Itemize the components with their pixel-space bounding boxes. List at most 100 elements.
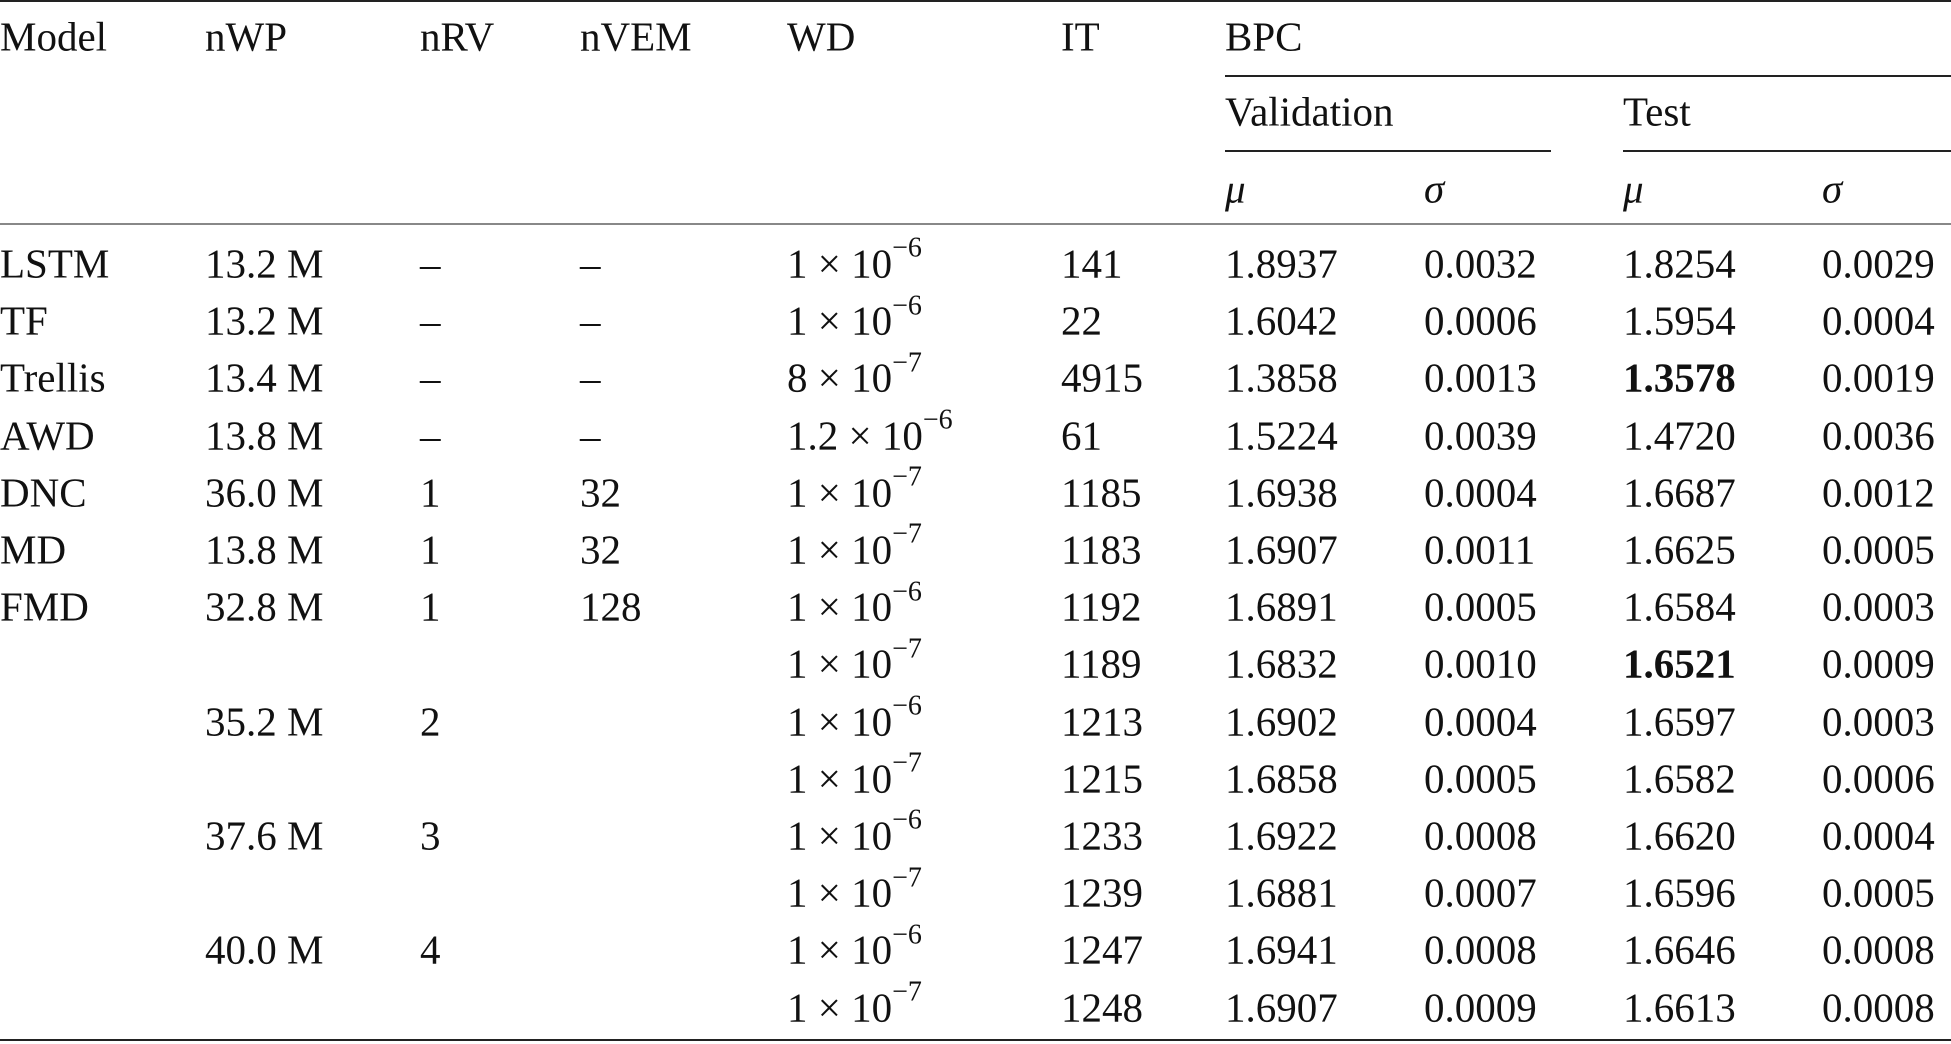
cell-it: 1189 xyxy=(1061,640,1142,687)
wd-mantissa: 1 × 10 xyxy=(787,812,893,859)
cell-val-mu: 1.6881 xyxy=(1225,869,1338,916)
cell-it: 1233 xyxy=(1061,812,1143,859)
cell-wd: 1 × 10−6 xyxy=(787,921,922,971)
header-wd: WD xyxy=(787,13,856,60)
cell-test-mu: 1.6620 xyxy=(1623,812,1736,859)
cell-wd: 1 × 10−7 xyxy=(787,463,922,516)
cell-wd: 1 × 10−7 xyxy=(787,520,922,573)
cell-nvem: 32 xyxy=(580,526,621,573)
top-rule xyxy=(0,0,1951,2)
cell-it: 1192 xyxy=(1061,583,1142,630)
cell-wd: 1 × 10−7 xyxy=(787,635,922,687)
wd-exponent: −6 xyxy=(892,290,922,322)
cell-val-sigma: 0.0008 xyxy=(1424,926,1537,973)
wd-exponent: −7 xyxy=(892,518,922,550)
cell-test-sigma: 0.0005 xyxy=(1822,869,1935,916)
wd-mantissa: 1 × 10 xyxy=(787,869,893,916)
cell-test-sigma: 0.0006 xyxy=(1822,755,1935,802)
cell-val-sigma: 0.0007 xyxy=(1424,869,1537,916)
header-nvem: nVEM xyxy=(580,13,692,60)
cell-val-mu: 1.6922 xyxy=(1225,812,1338,859)
cell-nwp: 13.2 M xyxy=(205,240,324,287)
cell-val-mu: 1.6907 xyxy=(1225,526,1338,573)
cell-nrv: – xyxy=(420,297,441,344)
cell-model: LSTM xyxy=(0,240,110,287)
wd-mantissa: 1 × 10 xyxy=(787,240,893,287)
cell-val-mu: 1.6832 xyxy=(1225,640,1338,687)
wd-exponent: −6 xyxy=(892,804,922,836)
cell-test-mu: 1.5954 xyxy=(1623,297,1736,344)
cell-test-sigma: 0.0009 xyxy=(1822,640,1935,687)
cell-val-sigma: 0.0010 xyxy=(1424,640,1537,687)
wd-mantissa: 8 × 10 xyxy=(787,354,893,401)
cell-it: 22 xyxy=(1061,297,1102,344)
wd-exponent: −7 xyxy=(892,747,922,779)
cell-test-mu: 1.6687 xyxy=(1623,469,1736,516)
wd-mantissa: 1 × 10 xyxy=(787,469,893,516)
cell-nrv: 2 xyxy=(420,698,441,745)
cell-test-sigma: 0.0004 xyxy=(1822,812,1935,859)
cell-val-sigma: 0.0039 xyxy=(1424,412,1537,459)
cell-test-mu: 1.6584 xyxy=(1623,583,1736,630)
wd-mantissa: 1 × 10 xyxy=(787,984,893,1031)
cell-it: 1185 xyxy=(1061,469,1142,516)
cell-test-mu: 1.6582 xyxy=(1623,755,1736,802)
cell-wd: 8 × 10−7 xyxy=(787,349,922,401)
header-nrv: nRV xyxy=(420,13,495,60)
cell-nwp: 13.8 M xyxy=(205,526,324,573)
cell-val-mu: 1.6902 xyxy=(1225,698,1338,745)
cell-it: 1248 xyxy=(1061,984,1143,1031)
wd-exponent: −7 xyxy=(892,976,922,1008)
cell-wd: 1 × 10−7 xyxy=(787,749,922,799)
header-nwp: nWP xyxy=(205,13,287,60)
cell-test-sigma: 0.0008 xyxy=(1822,984,1935,1031)
cell-val-mu: 1.6858 xyxy=(1225,755,1338,802)
wd-mantissa: 1.2 × 10 xyxy=(787,412,923,459)
cell-val-mu: 1.8937 xyxy=(1225,240,1338,287)
wd-mantissa: 1 × 10 xyxy=(787,526,893,573)
cell-nvem: – xyxy=(580,354,601,401)
cell-nwp: 13.8 M xyxy=(205,412,324,459)
cell-val-sigma: 0.0006 xyxy=(1424,297,1537,344)
cell-nvem: 32 xyxy=(580,469,621,516)
cell-test-sigma: 0.0004 xyxy=(1822,297,1935,344)
header-rule xyxy=(0,223,1951,225)
cell-nrv: 1 xyxy=(420,469,441,516)
cell-test-mu: 1.4720 xyxy=(1623,412,1736,459)
wd-mantissa: 1 × 10 xyxy=(787,640,893,687)
cell-nrv: – xyxy=(420,240,441,287)
cell-nwp: 32.8 M xyxy=(205,583,324,630)
wd-mantissa: 1 × 10 xyxy=(787,698,893,745)
wd-exponent: −6 xyxy=(892,232,922,264)
cell-test-sigma: 0.0003 xyxy=(1822,583,1935,630)
cell-test-sigma: 0.0036 xyxy=(1822,412,1935,459)
wd-exponent: −6 xyxy=(892,919,922,951)
cell-nrv: – xyxy=(420,354,441,401)
cell-test-mu: 1.3578 xyxy=(1623,354,1736,401)
cell-it: 141 xyxy=(1061,240,1123,287)
cell-val-sigma: 0.0013 xyxy=(1424,354,1537,401)
cell-wd: 1 × 10−7 xyxy=(787,864,922,916)
cell-test-mu: 1.6597 xyxy=(1623,698,1736,745)
cell-nwp: 35.2 M xyxy=(205,698,324,745)
cell-nvem: – xyxy=(580,240,601,287)
cell-wd: 1 × 10−6 xyxy=(787,692,922,745)
cell-it: 1213 xyxy=(1061,698,1143,745)
cell-val-sigma: 0.0011 xyxy=(1424,526,1536,573)
cell-test-mu: 1.6596 xyxy=(1623,869,1736,916)
cell-nwp: 40.0 M xyxy=(205,926,324,973)
header-test-mu: μ xyxy=(1623,165,1644,212)
cell-nvem: – xyxy=(580,297,601,344)
cell-test-sigma: 0.0012 xyxy=(1822,469,1935,516)
cell-test-mu: 1.6646 xyxy=(1623,926,1736,973)
cell-val-mu: 1.6042 xyxy=(1225,297,1338,344)
wd-exponent: −6 xyxy=(892,576,922,608)
cell-val-sigma: 0.0009 xyxy=(1424,984,1537,1031)
cell-val-mu: 1.6941 xyxy=(1225,926,1338,973)
cell-model: AWD xyxy=(0,412,95,459)
cell-nrv: – xyxy=(420,412,441,459)
cell-val-sigma: 0.0004 xyxy=(1424,698,1537,745)
bottom-rule xyxy=(0,1039,1951,1041)
cell-wd: 1.2 × 10−6 xyxy=(787,406,953,459)
cell-wd: 1 × 10−6 xyxy=(787,578,922,628)
